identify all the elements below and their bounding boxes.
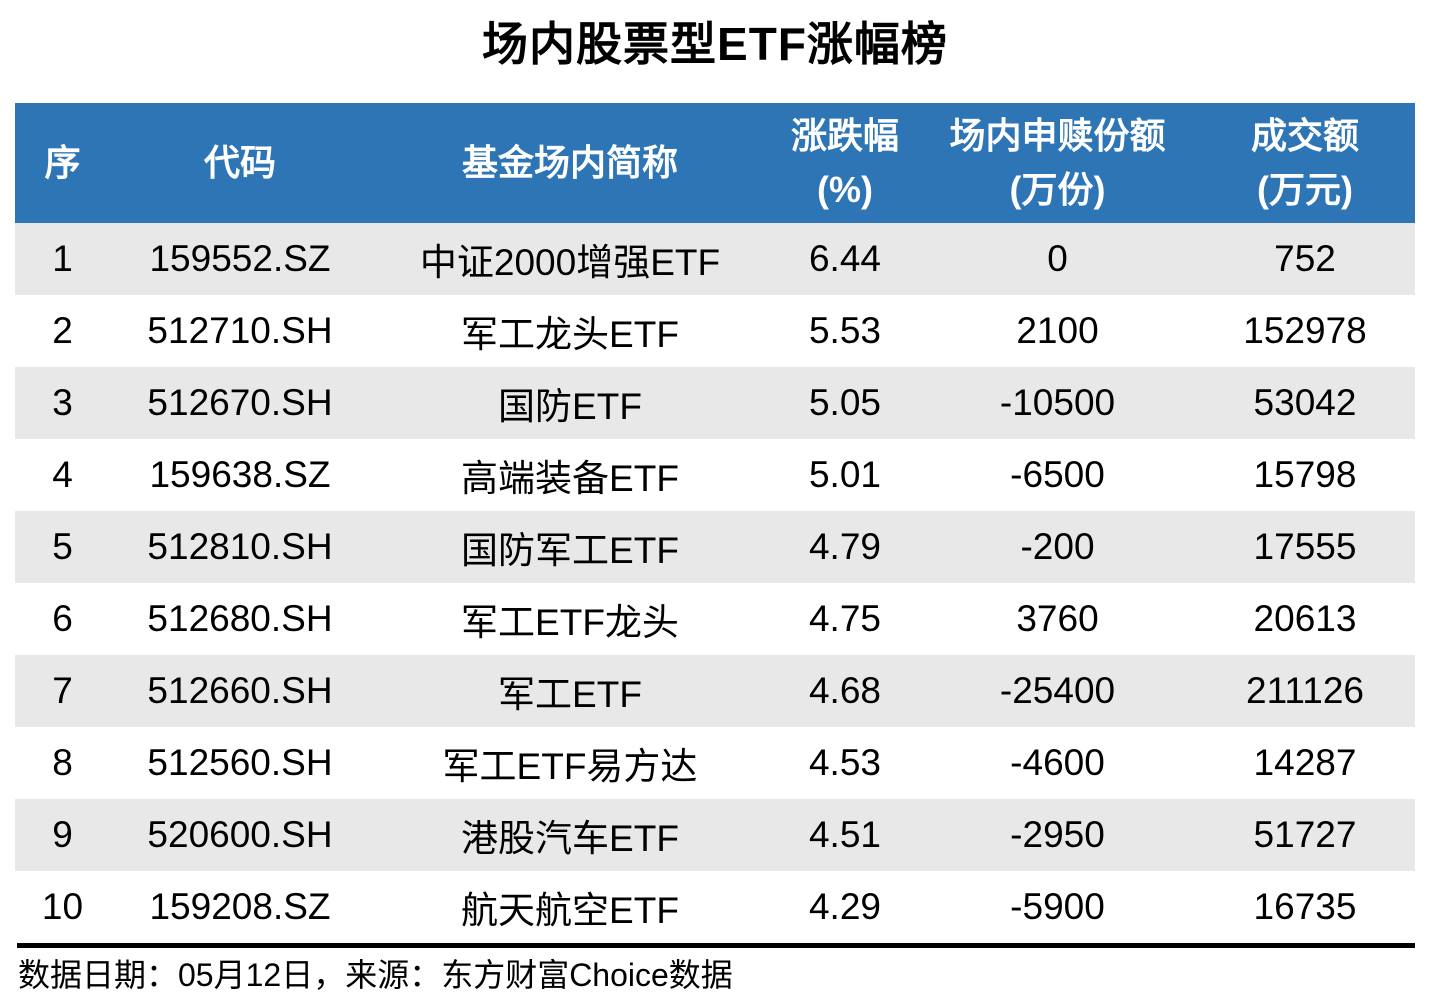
cell-code: 512810.SH <box>147 526 333 567</box>
table-row: 5 512810.SH 国防军工ETF 4.79 -200 17555 <box>15 511 1415 583</box>
cell-index: 3 <box>52 382 73 423</box>
cell-change: 4.53 <box>808 742 881 783</box>
cell-code: 512560.SH <box>147 742 333 783</box>
cell-turnover: 20613 <box>1253 598 1357 639</box>
cell-code: 159638.SZ <box>149 454 331 495</box>
cell-index: 2 <box>52 310 73 351</box>
cell-code: 159208.SZ <box>149 886 331 927</box>
table-header: 序代码 基金场内简称 涨跌幅 (%) 场内申赎份额 (万份) 成交额 (万元) <box>15 103 1415 223</box>
footer-divider <box>17 943 1415 948</box>
cell-flow: -2950 <box>1010 814 1105 855</box>
table-body: 1 159552.SZ 中证2000增强ETF 6.44 0 752 2 512710.SH 军… <box>15 223 1415 943</box>
cell-index: 9 <box>52 814 73 855</box>
cell-change: 4.29 <box>808 886 881 927</box>
column-header-name: 基金场内简称 <box>370 103 770 223</box>
cell-flow: -25400 <box>999 670 1116 711</box>
cell-turnover: 15798 <box>1253 454 1357 495</box>
cell-code: 512680.SH <box>147 598 333 639</box>
cell-change: 5.01 <box>808 454 881 495</box>
cell-flow: -5900 <box>1010 886 1105 927</box>
cell-flow: 0 <box>1047 238 1068 279</box>
cell-turnover: 211126 <box>1246 670 1364 711</box>
cell-flow: -6500 <box>1010 454 1105 495</box>
cell-turnover: 17555 <box>1253 526 1357 567</box>
cell-name: 国防ETF <box>498 386 642 427</box>
cell-code: 512660.SH <box>147 670 333 711</box>
cell-index: 6 <box>52 598 73 639</box>
cell-index: 10 <box>41 886 84 927</box>
cell-turnover: 152978 <box>1243 310 1367 351</box>
table-row: 6 512680.SH 军工ETF龙头 4.75 3760 20613 <box>15 583 1415 655</box>
cell-change: 5.05 <box>808 382 881 423</box>
cell-name: 国防军工ETF <box>461 530 679 571</box>
table-row: 4 159638.SZ 高端装备ETF 5.01 -6500 15798 <box>15 439 1415 511</box>
table-row: 7 512660.SH 军工ETF 4.68 -25400 211126 <box>15 655 1415 727</box>
column-header-index: 序 <box>15 103 110 223</box>
column-header-code: 代码 <box>110 103 370 223</box>
table-header-row: 序代码 基金场内简称 涨跌幅 (%) 场内申赎份额 (万份) 成交额 (万元) <box>15 103 1415 223</box>
cell-turnover: 51727 <box>1253 814 1357 855</box>
cell-name: 港股汽车ETF <box>461 818 679 859</box>
cell-flow: -4600 <box>1010 742 1105 783</box>
page-title: 场内股票型ETF涨幅榜 <box>482 18 948 70</box>
table-row: 2 512710.SH 军工龙头ETF 5.53 2100 152978 <box>15 295 1415 367</box>
cell-code: 159552.SZ <box>149 238 331 279</box>
cell-change: 4.79 <box>808 526 881 567</box>
etf-ranking-table: 序代码 基金场内简称 涨跌幅 (%) 场内申赎份额 (万份) 成交额 (万元) 1 159552… <box>15 103 1415 943</box>
table-row: 3 512670.SH 国防ETF 5.05 -10500 53042 <box>15 367 1415 439</box>
cell-flow: -10500 <box>999 382 1116 423</box>
cell-name: 航天航空ETF <box>461 890 679 931</box>
cell-flow: -200 <box>1020 526 1095 567</box>
data-source-note: 数据日期：05月12日，来源：东方财富Choice数据 <box>18 957 733 993</box>
cell-name: 军工ETF龙头 <box>461 602 679 643</box>
cell-index: 4 <box>52 454 73 495</box>
cell-index: 1 <box>52 238 73 279</box>
cell-index: 7 <box>52 670 73 711</box>
cell-flow: 2100 <box>1016 310 1099 351</box>
cell-turnover: 752 <box>1274 238 1336 279</box>
cell-index: 8 <box>52 742 73 783</box>
cell-turnover: 53042 <box>1253 382 1357 423</box>
cell-change: 4.75 <box>808 598 881 639</box>
cell-name: 军工龙头ETF <box>461 314 679 355</box>
column-header-turnover: 成交额 (万元) <box>1195 103 1415 223</box>
cell-code: 512670.SH <box>147 382 333 423</box>
table-row: 1 159552.SZ 中证2000增强ETF 6.44 0 752 <box>15 223 1415 295</box>
cell-change: 6.44 <box>808 238 881 279</box>
table-row: 8 512560.SH 军工ETF易方达 4.53 -4600 14287 <box>15 727 1415 799</box>
cell-change: 4.51 <box>808 814 881 855</box>
cell-change: 5.53 <box>808 310 881 351</box>
table-row: 10 159208.SZ 航天航空ETF 4.29 -5900 16735 <box>15 871 1415 943</box>
cell-name: 高端装备ETF <box>461 458 679 499</box>
cell-turnover: 14287 <box>1253 742 1357 783</box>
column-header-flow: 场内申赎份额 (万份) <box>920 103 1195 223</box>
cell-index: 5 <box>52 526 73 567</box>
cell-code: 512710.SH <box>147 310 333 351</box>
cell-code: 520600.SH <box>147 814 333 855</box>
column-header-change: 涨跌幅 (%) <box>770 103 920 223</box>
cell-change: 4.68 <box>808 670 881 711</box>
cell-name: 中证2000增强ETF <box>419 242 721 283</box>
cell-name: 军工ETF易方达 <box>442 746 698 787</box>
table-row: 9 520600.SH 港股汽车ETF 4.51 -2950 51727 <box>15 799 1415 871</box>
cell-turnover: 16735 <box>1253 886 1357 927</box>
cell-flow: 3760 <box>1016 598 1099 639</box>
cell-name: 军工ETF <box>498 674 642 715</box>
